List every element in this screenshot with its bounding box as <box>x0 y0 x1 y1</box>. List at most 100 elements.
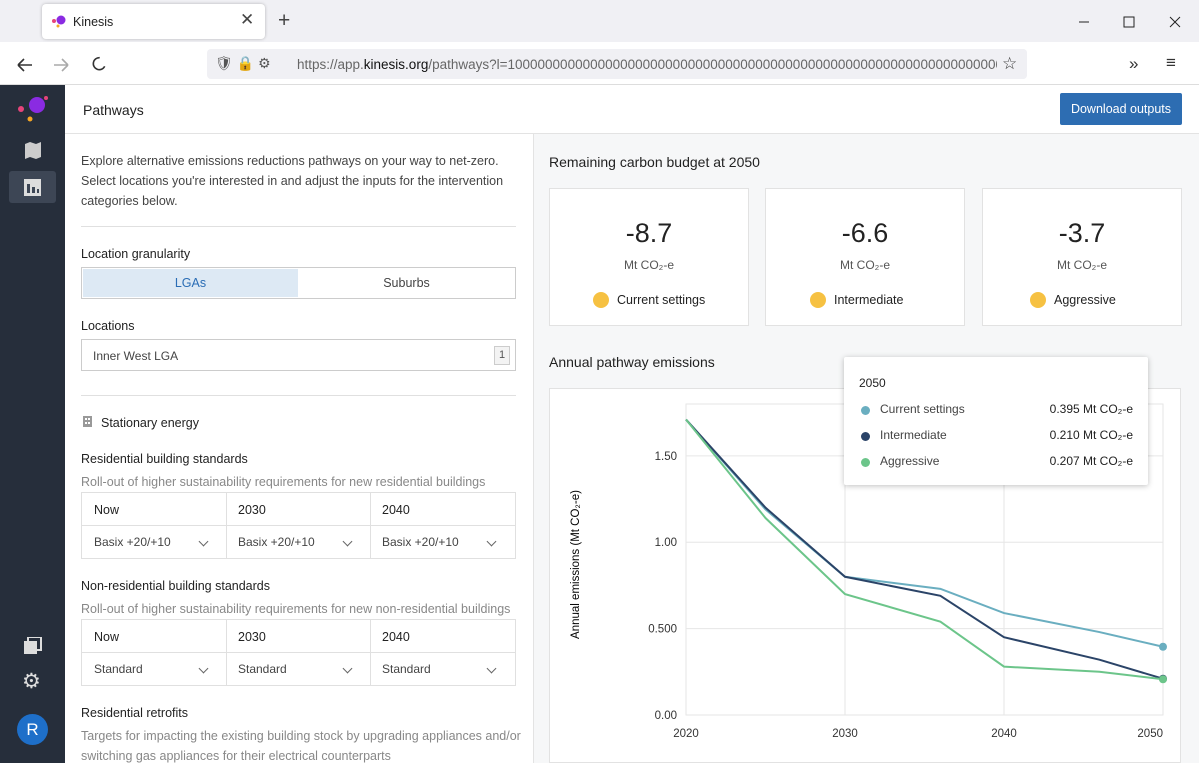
divider <box>81 226 516 227</box>
tab[interactable]: Kinesis ✕ <box>42 4 265 39</box>
tooltip-series: Aggressive <box>880 454 940 468</box>
column-header: Now <box>94 503 120 517</box>
select-value: Basix +20/+10 <box>382 535 459 549</box>
map-icon[interactable] <box>24 142 42 159</box>
window-controls <box>1079 16 1181 28</box>
budget-unit: Mt CO₂-e <box>1057 258 1107 272</box>
budget-unit: Mt CO₂-e <box>624 258 674 272</box>
tooltip-series: Current settings <box>880 402 965 416</box>
toggle-option-selected[interactable]: LGAs <box>83 269 298 297</box>
tooltip-value: 0.210 Mt CO₂-e <box>1049 428 1133 442</box>
tooltip-series: Intermediate <box>880 428 947 442</box>
select-value: Standard <box>238 662 287 676</box>
field-label: Location granularity <box>81 247 191 261</box>
budget-title: Remaining carbon budget at 2050 <box>549 154 760 170</box>
group-title: Residential building standards <box>81 452 248 466</box>
column-header: 2040 <box>382 503 410 517</box>
tooltip-title: 2050 <box>859 376 886 390</box>
tab-close[interactable]: ✕ <box>240 10 255 29</box>
download-button[interactable]: Download outputs <box>1060 93 1182 125</box>
new-tab[interactable]: + <box>278 9 291 32</box>
tooltip-dot <box>861 458 870 467</box>
nav-buttons[interactable] <box>10 52 200 78</box>
chart-icon[interactable] <box>24 179 41 196</box>
budget-card: -6.6 Mt CO₂-e Intermediate <box>765 188 965 326</box>
budget-label: Aggressive <box>1054 293 1116 307</box>
overflow-menu[interactable]: » <box>1129 54 1139 73</box>
y-tick-label: 1.50 <box>655 451 677 463</box>
series-line <box>685 418 1164 680</box>
budget-card: -3.7 Mt CO₂-e Aggressive <box>982 188 1182 326</box>
avatar[interactable]: R <box>17 714 48 745</box>
legend-dot <box>810 292 826 308</box>
select[interactable]: Standard <box>82 653 226 685</box>
y-tick-label: 0.00 <box>655 710 677 722</box>
table-divider <box>370 620 371 685</box>
url-icons: 🛡 🔒 ⚙ <box>215 55 271 71</box>
toggle-option[interactable]: Suburbs <box>383 276 430 290</box>
url: https://app.kinesis.org/pathways?l=10000… <box>297 57 1011 72</box>
divider <box>81 395 516 396</box>
select[interactable]: Basix +20/+10 <box>82 526 226 558</box>
column-header: Now <box>94 630 120 644</box>
budget-label: Current settings <box>617 293 706 307</box>
column-header: 2030 <box>238 630 266 644</box>
select[interactable]: Basix +20/+10 <box>226 526 370 558</box>
select-value: Basix +20/+10 <box>94 535 171 549</box>
column-header: 2030 <box>238 503 266 517</box>
y-axis-label: Annual emissions (Mt CO₂-e) <box>570 490 582 639</box>
select-value: Standard <box>382 662 431 676</box>
table-divider <box>226 620 227 685</box>
input-table: Now Standard 2030 Standard 2040 Standard <box>81 619 516 686</box>
group-title: Residential retrofits <box>81 706 188 720</box>
settings-icon[interactable]: ⚙ <box>22 670 41 693</box>
budget-value: -3.7 <box>1058 218 1106 248</box>
url-rest: /pathways?l=1000000000000000000000000000… <box>428 57 1011 72</box>
series-line <box>685 418 1164 681</box>
table-divider <box>226 493 227 558</box>
select[interactable]: Basix +20/+10 <box>370 526 515 558</box>
select-value: Standard <box>94 662 143 676</box>
app-menu[interactable]: ≡ <box>1166 53 1176 72</box>
section-title: Stationary energy <box>101 416 199 430</box>
hover-point <box>1159 642 1167 651</box>
select[interactable]: Standard <box>226 653 370 685</box>
tooltip-dot <box>861 432 870 441</box>
bookmark-star[interactable]: ☆ <box>997 49 1027 79</box>
layers-icon[interactable] <box>24 637 42 655</box>
legend-dot <box>1030 292 1046 308</box>
hover-point <box>1159 675 1167 684</box>
tooltip-dot <box>861 406 870 415</box>
budget-card: -8.7 Mt CO₂-e Current settings <box>549 188 749 326</box>
sidebar: ⚙ R <box>0 85 65 763</box>
tab-favicon <box>52 15 66 28</box>
tooltip: 2050 Current settings 0.395 Mt CO₂-e Interm… <box>844 357 1148 485</box>
url-host: kinesis.org <box>363 57 429 72</box>
budget-value: -8.7 <box>625 218 673 248</box>
tab-title: Kinesis <box>73 15 114 29</box>
x-tick-label: 2040 <box>991 728 1017 740</box>
select[interactable]: Standard <box>370 653 515 685</box>
x-tick-label: 2050 <box>1137 728 1163 740</box>
budget-label: Intermediate <box>834 293 904 307</box>
table-divider <box>82 652 515 653</box>
address-bar[interactable]: 🛡 🔒 ⚙ https://app.kinesis.org/pathways?l… <box>207 49 1027 79</box>
granularity-toggle: LGAs Suburbs <box>81 267 516 299</box>
tooltip-value: 0.395 Mt CO₂-e <box>1049 402 1133 416</box>
intro-text: Explore alternative emissions reductions… <box>81 154 504 208</box>
legend-dot <box>593 292 609 308</box>
logo[interactable] <box>16 95 50 125</box>
chart-title: Annual pathway emissions <box>549 354 715 370</box>
column-header: 2040 <box>382 630 410 644</box>
field-label: Locations <box>81 319 135 333</box>
group-title: Non-residential building standards <box>81 579 271 593</box>
x-tick-label: 2020 <box>673 728 699 740</box>
budget-value: -6.6 <box>841 218 889 248</box>
table-divider <box>82 525 515 526</box>
budget-unit: Mt CO₂-e <box>840 258 890 272</box>
table-divider <box>370 493 371 558</box>
locations-input[interactable]: Inner West LGA 1 <box>81 339 516 371</box>
